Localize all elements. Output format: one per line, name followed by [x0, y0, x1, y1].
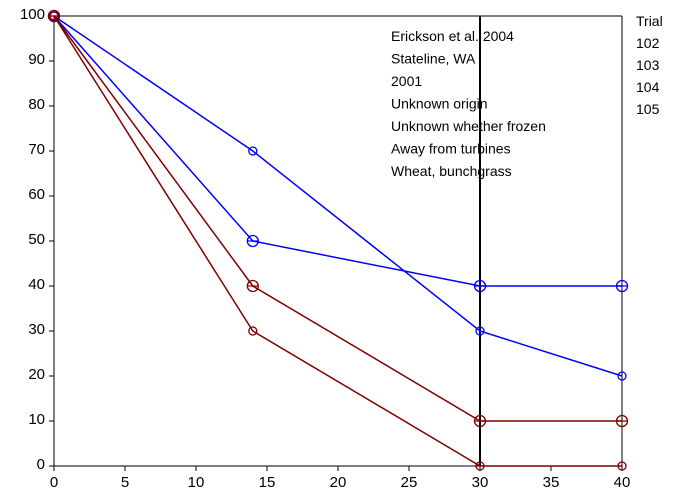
annotation-line: Unknown origin [391, 96, 488, 112]
annotation-box: Erickson et al. 2004 Stateline, WA 2001 Unk… [391, 28, 546, 179]
x-tick-label: 0 [50, 474, 58, 491]
x-tick-label: 20 [330, 474, 347, 491]
y-tick-label: 20 [28, 366, 45, 383]
y-axis-ticks: 0 10 20 30 40 50 60 70 80 90 100 [20, 6, 54, 473]
series-line [53, 15, 622, 422]
legend-entry: 105 [636, 101, 660, 117]
series-line [53, 15, 623, 377]
y-tick-label: 100 [20, 6, 45, 23]
legend-entry: 103 [636, 57, 660, 73]
y-tick-label: 60 [28, 186, 45, 203]
series-line [53, 15, 622, 467]
y-tick-label: 70 [28, 141, 45, 158]
data-point [617, 461, 627, 471]
x-tick-label: 40 [614, 474, 631, 491]
y-tick-label: 30 [28, 321, 45, 338]
data-point [49, 11, 59, 21]
x-tick-label: 35 [543, 474, 560, 491]
series-line [53, 15, 622, 287]
annotation-line: Away from turbines [391, 141, 511, 157]
legend-entry: 102 [636, 35, 660, 51]
x-tick-label: 10 [188, 474, 205, 491]
data-point [617, 371, 627, 381]
series-102 [49, 11, 627, 381]
plot-frame [53, 15, 623, 467]
series-103 [47, 9, 629, 293]
y-tick-label: 80 [28, 96, 45, 113]
data-point [248, 146, 258, 156]
data-point [248, 326, 258, 336]
y-tick-label: 40 [28, 276, 45, 293]
series-105 [49, 11, 627, 471]
legend-title: Trial [636, 13, 663, 29]
annotation-line: Wheat, bunchgrass [391, 163, 512, 179]
y-tick-label: 50 [28, 231, 45, 248]
x-axis-ticks: 0 5 10 15 20 25 30 35 40 [50, 466, 631, 491]
annotation-line: Stateline, WA [391, 51, 476, 67]
annotation-line: Unknown whether frozen [391, 118, 546, 134]
data-point [475, 326, 485, 336]
legend: Trial 102 103 104 105 [636, 13, 663, 117]
legend-entry: 104 [636, 79, 660, 95]
x-tick-label: 25 [401, 474, 418, 491]
series-layer [47, 9, 629, 471]
y-tick-label: 90 [28, 51, 45, 68]
y-tick-label: 10 [28, 411, 45, 428]
x-tick-label: 5 [121, 474, 129, 491]
data-point [475, 461, 485, 471]
x-tick-label: 15 [259, 474, 276, 491]
series-104 [47, 9, 629, 428]
annotation-line: 2001 [391, 73, 422, 89]
x-tick-label: 30 [472, 474, 489, 491]
y-tick-label: 0 [37, 456, 45, 473]
annotation-line: Erickson et al. 2004 [391, 28, 514, 44]
